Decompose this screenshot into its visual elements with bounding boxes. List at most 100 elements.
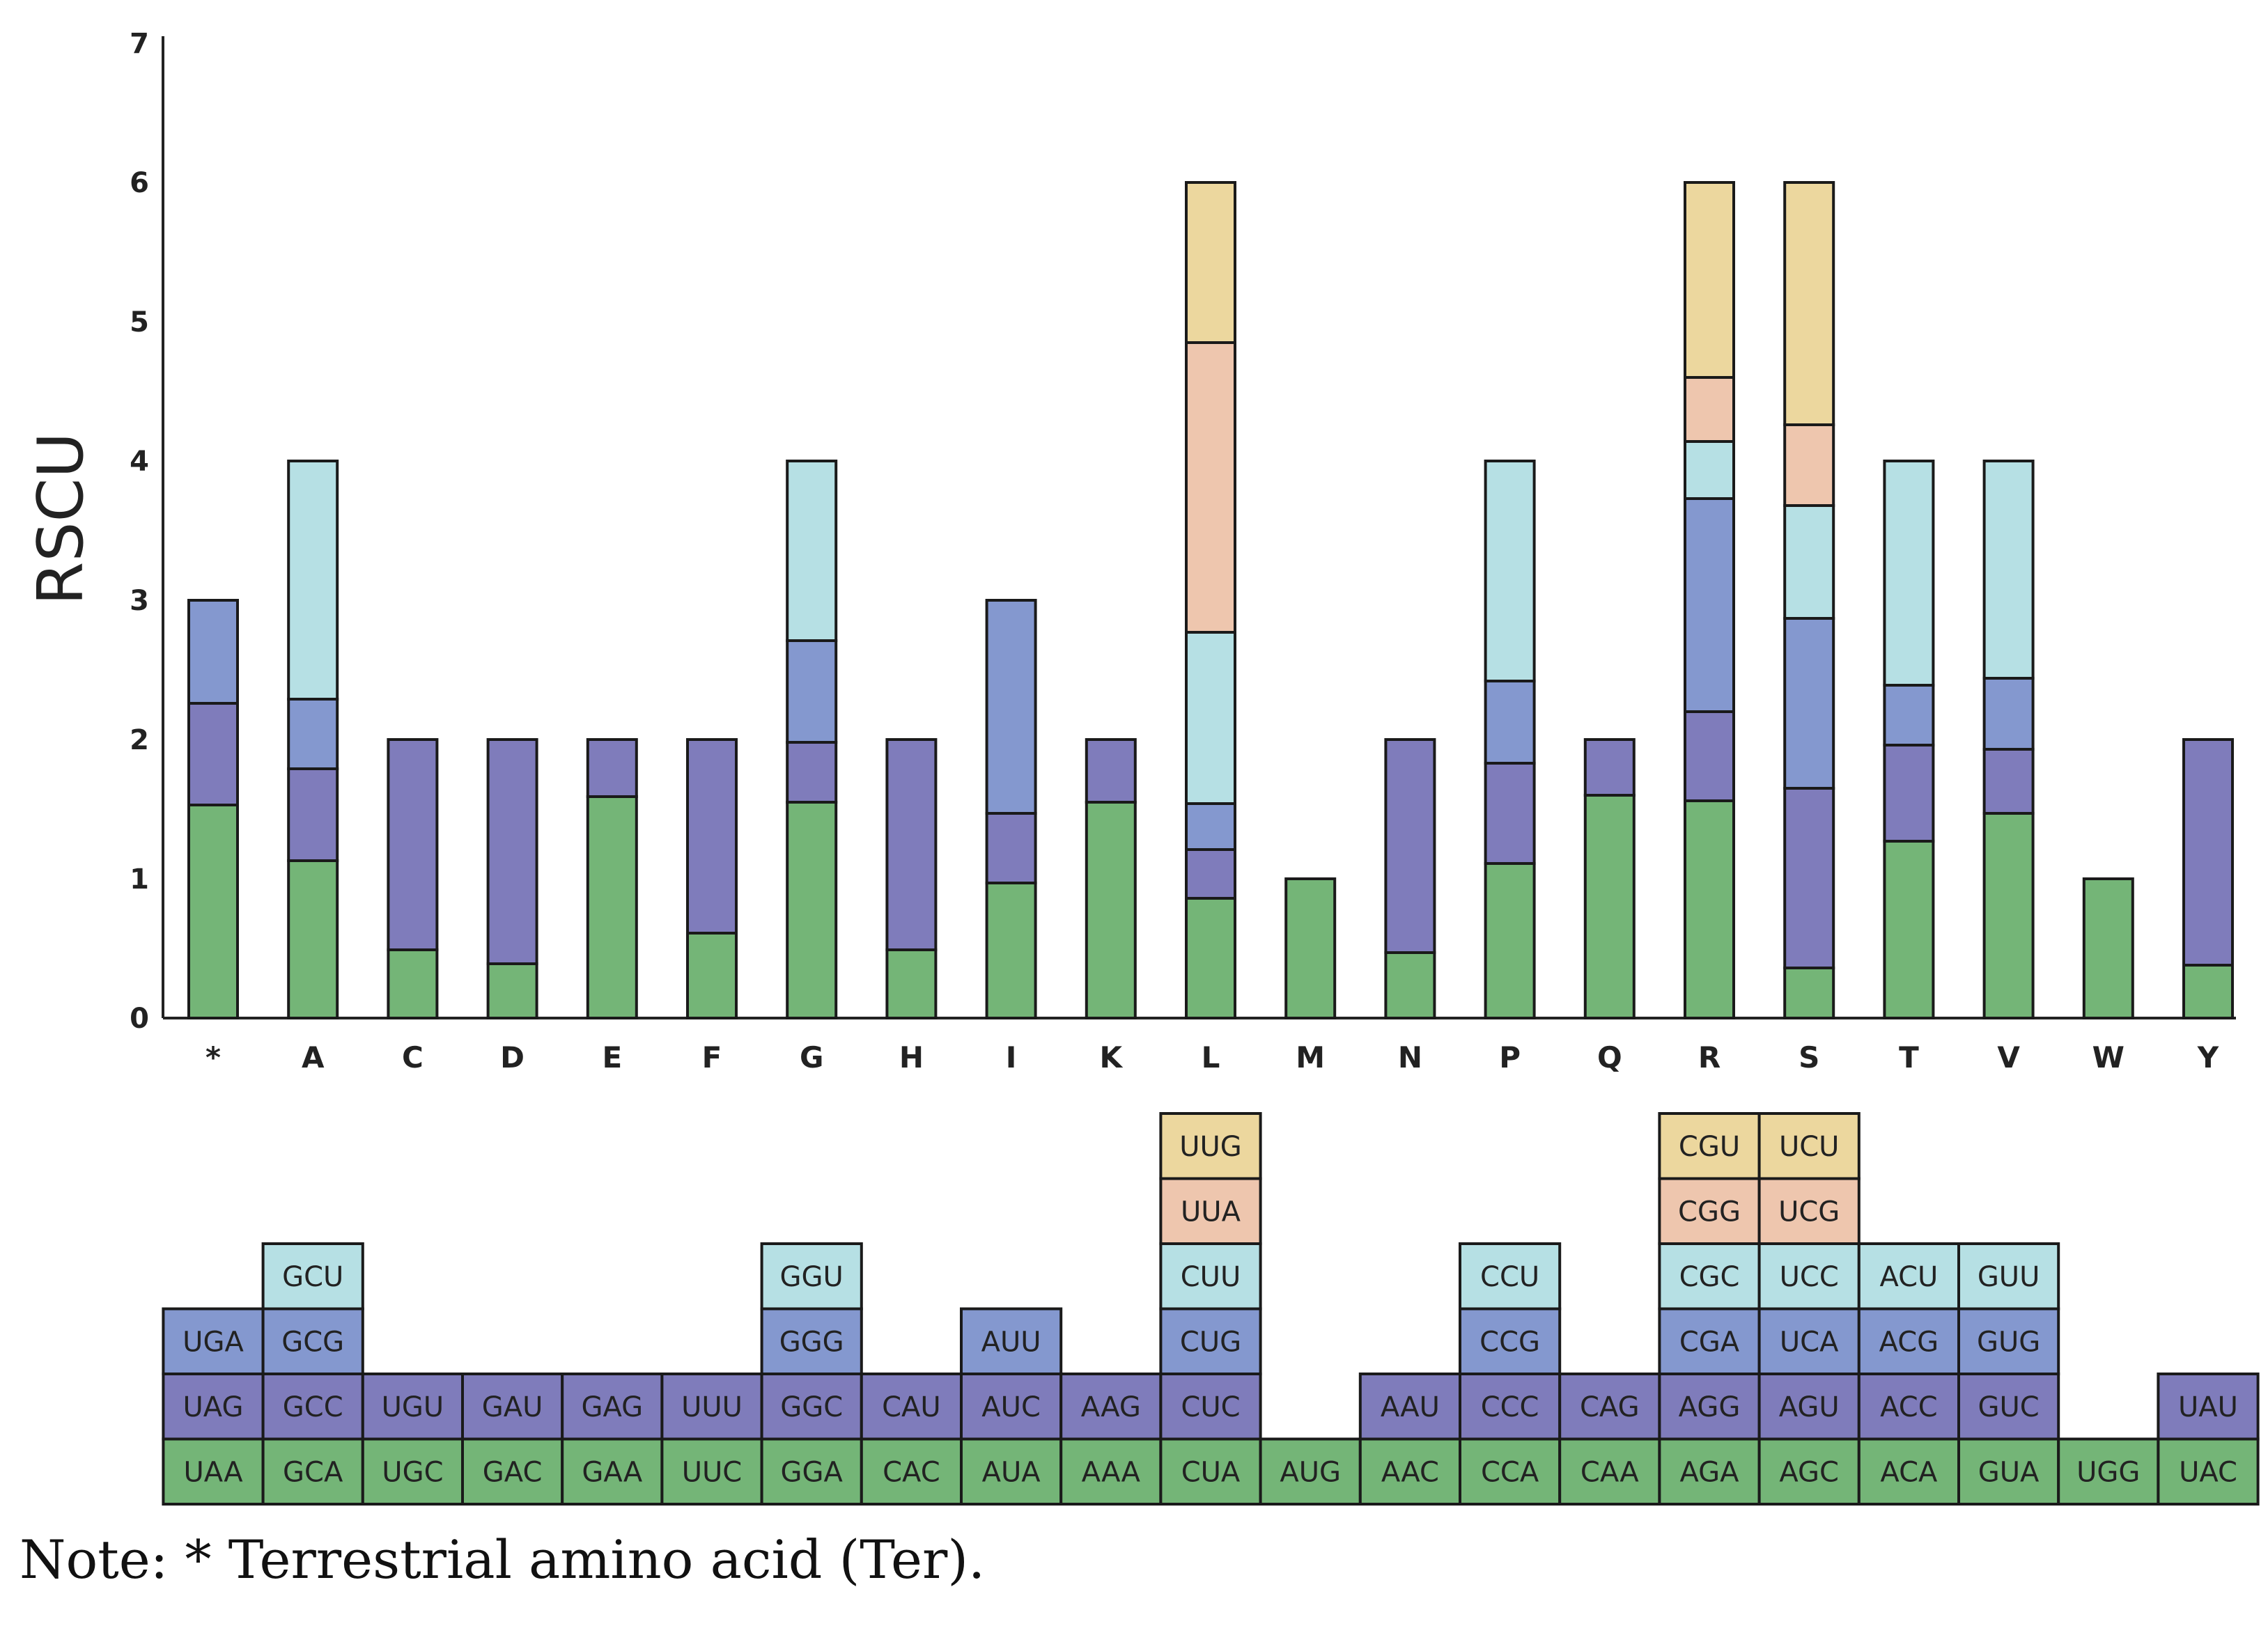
- codon-cell: [860, 1373, 963, 1441]
- codon-cell: [1757, 1242, 1861, 1311]
- x-category-label: K: [1100, 1040, 1124, 1074]
- codon-label: AGC: [1779, 1456, 1839, 1488]
- codon-label: AAU: [1381, 1391, 1440, 1423]
- bar-stacks: [187, 181, 2234, 1019]
- codon-label: CAC: [883, 1456, 940, 1488]
- bar-segment-ucc: [1783, 504, 1835, 620]
- bar-segment-ccu: [1484, 460, 1536, 682]
- codon-label: ACG: [1879, 1326, 1939, 1358]
- codon-cell: [1757, 1437, 1861, 1506]
- codon-cell: [1159, 1373, 1262, 1441]
- bar-segment-uua: [1185, 341, 1236, 634]
- codon-label: UGG: [2076, 1456, 2140, 1488]
- bar-segment-acu: [1883, 460, 1935, 687]
- codon-label: UCU: [1779, 1131, 1839, 1163]
- x-category-label: P: [1499, 1040, 1521, 1074]
- codon-cell: [1658, 1437, 1761, 1506]
- codon-cell: [960, 1373, 1063, 1441]
- y-tick-label: 5: [130, 306, 149, 338]
- codon-cell: [1159, 1177, 1262, 1245]
- codon-cell: [1957, 1242, 2060, 1311]
- codon-label: UGA: [182, 1326, 244, 1358]
- codon-label: AUC: [981, 1391, 1041, 1423]
- codon-label: ACA: [1880, 1456, 1938, 1488]
- codon-cell: [1658, 1112, 1761, 1180]
- codon-label: GCG: [281, 1326, 344, 1358]
- bar-segment-uga: [187, 599, 239, 705]
- bar-segment-cug: [1185, 802, 1236, 851]
- codon-cell: [461, 1437, 564, 1506]
- bar-segment-uuc: [686, 932, 738, 1019]
- bar-segment-aaa: [1085, 801, 1137, 1019]
- bar-segment-uca: [1783, 617, 1835, 790]
- y-tick-label: 1: [130, 863, 149, 896]
- codon-label: UUC: [682, 1456, 742, 1488]
- bar-segment-uuu: [686, 738, 738, 935]
- x-category-label: W: [2092, 1040, 2125, 1074]
- codon-cell: [1658, 1242, 1761, 1311]
- codon-cell: [1957, 1307, 2060, 1375]
- codon-label: GGU: [780, 1261, 844, 1293]
- codon-label: CUC: [1181, 1391, 1240, 1423]
- codon-cell: [1459, 1437, 1562, 1506]
- x-category-label: E: [602, 1040, 622, 1074]
- bar-segment-aua: [985, 882, 1037, 1019]
- codon-cell: [1459, 1373, 1562, 1441]
- bar-segment-gcu: [287, 460, 339, 701]
- bar-segment-gua: [1982, 812, 2035, 1019]
- codon-label: CGA: [1679, 1326, 1740, 1358]
- bar-segment-guu: [1982, 460, 2035, 680]
- bar-segment-gug: [1982, 677, 2035, 751]
- bar-segment-agc: [1783, 967, 1835, 1019]
- codon-cell: [660, 1373, 763, 1441]
- codon-cell: [1159, 1242, 1262, 1311]
- codon-cell: [1459, 1242, 1562, 1311]
- bar-segment-cgc: [1684, 440, 1735, 500]
- codon-cell: [1558, 1437, 1661, 1506]
- codon-label: GAC: [483, 1456, 543, 1488]
- footnote: Note: * Terrestrial amino acid (Ter).: [20, 1529, 986, 1590]
- codon-label: UAA: [183, 1456, 243, 1488]
- codon-label: GGG: [779, 1326, 844, 1358]
- codon-label: ACU: [1879, 1261, 1938, 1293]
- bar-segment-gag: [586, 738, 638, 798]
- codon-label: GAG: [581, 1391, 643, 1423]
- x-category-label: R: [1698, 1040, 1721, 1074]
- codon-label: GUG: [1977, 1326, 2040, 1358]
- y-tick-label: 0: [130, 1003, 149, 1035]
- codon-cell: [162, 1437, 265, 1506]
- codon-label: CAU: [882, 1391, 941, 1423]
- codon-label: AUA: [982, 1456, 1041, 1488]
- codon-label: AAC: [1381, 1456, 1439, 1488]
- codon-label: AGG: [1679, 1391, 1741, 1423]
- x-category-label: V: [1997, 1040, 2020, 1074]
- codon-label: GCC: [283, 1391, 343, 1423]
- bar-segment-caa: [1583, 794, 1636, 1019]
- bar-segment-agg: [1684, 710, 1735, 802]
- codon-cell: [1259, 1437, 1362, 1506]
- bar-segment-ucg: [1783, 423, 1835, 507]
- bar-segment-cga: [1684, 497, 1735, 713]
- codon-label: AGU: [1779, 1391, 1840, 1423]
- x-category-label: I: [1006, 1040, 1017, 1074]
- x-category-label: F: [702, 1040, 722, 1074]
- codon-label: UUG: [1179, 1131, 1242, 1163]
- codon-label: CCG: [1479, 1326, 1540, 1358]
- bar-segment-gga: [786, 801, 838, 1019]
- bar-segment-ugc: [387, 948, 439, 1019]
- x-category-label: C: [402, 1040, 424, 1074]
- codon-label: CGC: [1679, 1261, 1740, 1293]
- codon-cell: [1159, 1112, 1262, 1180]
- codon-cell: [1358, 1373, 1462, 1441]
- bar-segment-ccc: [1484, 762, 1536, 865]
- codon-cell: [2057, 1437, 2160, 1506]
- codon-label: AGA: [1679, 1456, 1739, 1488]
- bar-segment-aca: [1883, 840, 1935, 1019]
- codon-label: UUA: [1181, 1196, 1241, 1228]
- bar-segment-gaa: [586, 795, 638, 1019]
- x-category-label: S: [1799, 1040, 1819, 1074]
- bar-segment-aug: [1284, 877, 1337, 1019]
- codon-cell: [1957, 1437, 2060, 1506]
- codon-label: GGA: [781, 1456, 844, 1488]
- codon-label: AAG: [1081, 1391, 1141, 1423]
